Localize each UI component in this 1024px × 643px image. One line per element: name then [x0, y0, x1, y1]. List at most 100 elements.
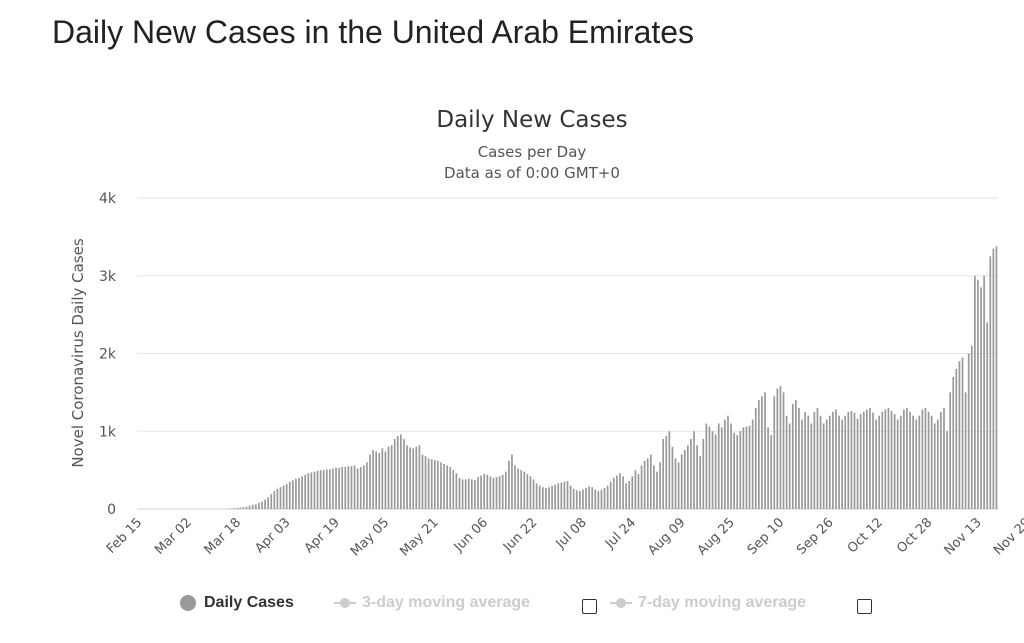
bar	[381, 448, 384, 509]
bar	[646, 458, 649, 509]
bar	[569, 485, 572, 509]
bar	[523, 471, 526, 509]
y-tick-label: 1k	[99, 424, 117, 440]
bar	[856, 418, 859, 509]
bar	[791, 404, 794, 509]
bar	[915, 419, 918, 509]
bar	[668, 431, 671, 509]
bar	[869, 407, 871, 509]
bar	[825, 419, 828, 509]
bar	[838, 415, 840, 509]
bar	[992, 248, 995, 510]
bar	[258, 502, 260, 509]
bar	[832, 411, 834, 509]
ma7-checkbox[interactable]	[857, 599, 872, 614]
bar	[677, 462, 680, 509]
bar	[449, 467, 452, 509]
bar	[464, 479, 467, 509]
bar	[625, 483, 627, 509]
legend-3day-average[interactable]: 3-day moving average	[334, 594, 530, 612]
y-tick-label: 0	[107, 502, 116, 518]
bar	[288, 481, 291, 509]
bar	[350, 466, 353, 509]
bar	[859, 414, 862, 509]
x-tick-labels: Feb 15 Mar 02 Mar 18 Apr 03 Apr 19 May 05 May …	[104, 515, 1024, 559]
bar	[828, 415, 831, 509]
bar	[307, 473, 310, 509]
bar	[267, 497, 270, 509]
bar	[535, 483, 538, 509]
bar	[662, 439, 665, 509]
bar	[597, 491, 600, 509]
bar	[313, 471, 316, 509]
bar	[936, 419, 939, 509]
bar	[989, 256, 992, 509]
legend-daily-cases[interactable]: Daily Cases	[180, 594, 294, 612]
bar	[921, 409, 924, 509]
bar	[705, 423, 708, 509]
bar	[551, 485, 553, 509]
bar	[282, 485, 285, 509]
bar	[375, 451, 378, 509]
bar	[443, 463, 445, 509]
x-tick-label: Sep 10	[745, 515, 788, 558]
bar	[653, 465, 655, 509]
x-tick-label: Oct 12	[845, 515, 886, 556]
bar	[983, 275, 985, 509]
x-tick-label: May 05	[348, 515, 392, 559]
bar	[430, 459, 433, 509]
bar	[338, 467, 340, 509]
bar	[233, 508, 236, 509]
bar	[946, 431, 948, 509]
bar	[841, 419, 844, 509]
bar	[356, 468, 359, 509]
ma3-checkbox[interactable]	[582, 599, 597, 614]
bar	[619, 473, 621, 509]
bar	[529, 476, 532, 509]
bar	[693, 431, 695, 509]
bar	[480, 475, 482, 509]
bar	[548, 487, 550, 509]
bar	[708, 426, 711, 509]
bar	[751, 419, 754, 509]
legend-7day-average[interactable]: 7-day moving average	[610, 594, 806, 612]
bar	[557, 483, 560, 509]
bar	[461, 479, 464, 509]
x-tick-label: Nov 13	[942, 515, 985, 558]
bar	[390, 445, 393, 509]
bar	[924, 407, 927, 509]
bar	[795, 400, 797, 509]
bar	[572, 488, 575, 509]
bar	[335, 467, 337, 509]
bar	[344, 467, 347, 509]
bar	[387, 446, 390, 509]
bar	[637, 474, 640, 509]
x-tick-label: Aug 09	[645, 515, 688, 558]
bar	[304, 474, 307, 509]
bar	[912, 415, 914, 509]
bar	[446, 465, 448, 509]
x-tick-label: Feb 15	[104, 515, 146, 557]
bar	[319, 470, 322, 510]
bar	[656, 471, 658, 509]
bar	[622, 476, 624, 509]
bar	[378, 453, 381, 509]
bar	[980, 287, 982, 509]
bar	[264, 499, 266, 509]
bar	[835, 409, 837, 509]
bar	[943, 407, 945, 509]
bar	[844, 415, 847, 509]
bar	[822, 423, 825, 509]
bar	[541, 487, 544, 509]
bar	[418, 445, 421, 509]
legend: Daily Cases 3-day moving average 7-day m…	[0, 592, 1024, 620]
bar	[477, 477, 479, 509]
bar	[730, 423, 732, 509]
bar	[579, 491, 581, 509]
bar	[690, 439, 692, 509]
bar	[909, 411, 911, 509]
bar	[396, 435, 399, 509]
bar	[761, 396, 763, 509]
bar	[875, 419, 877, 509]
bar	[770, 435, 773, 509]
